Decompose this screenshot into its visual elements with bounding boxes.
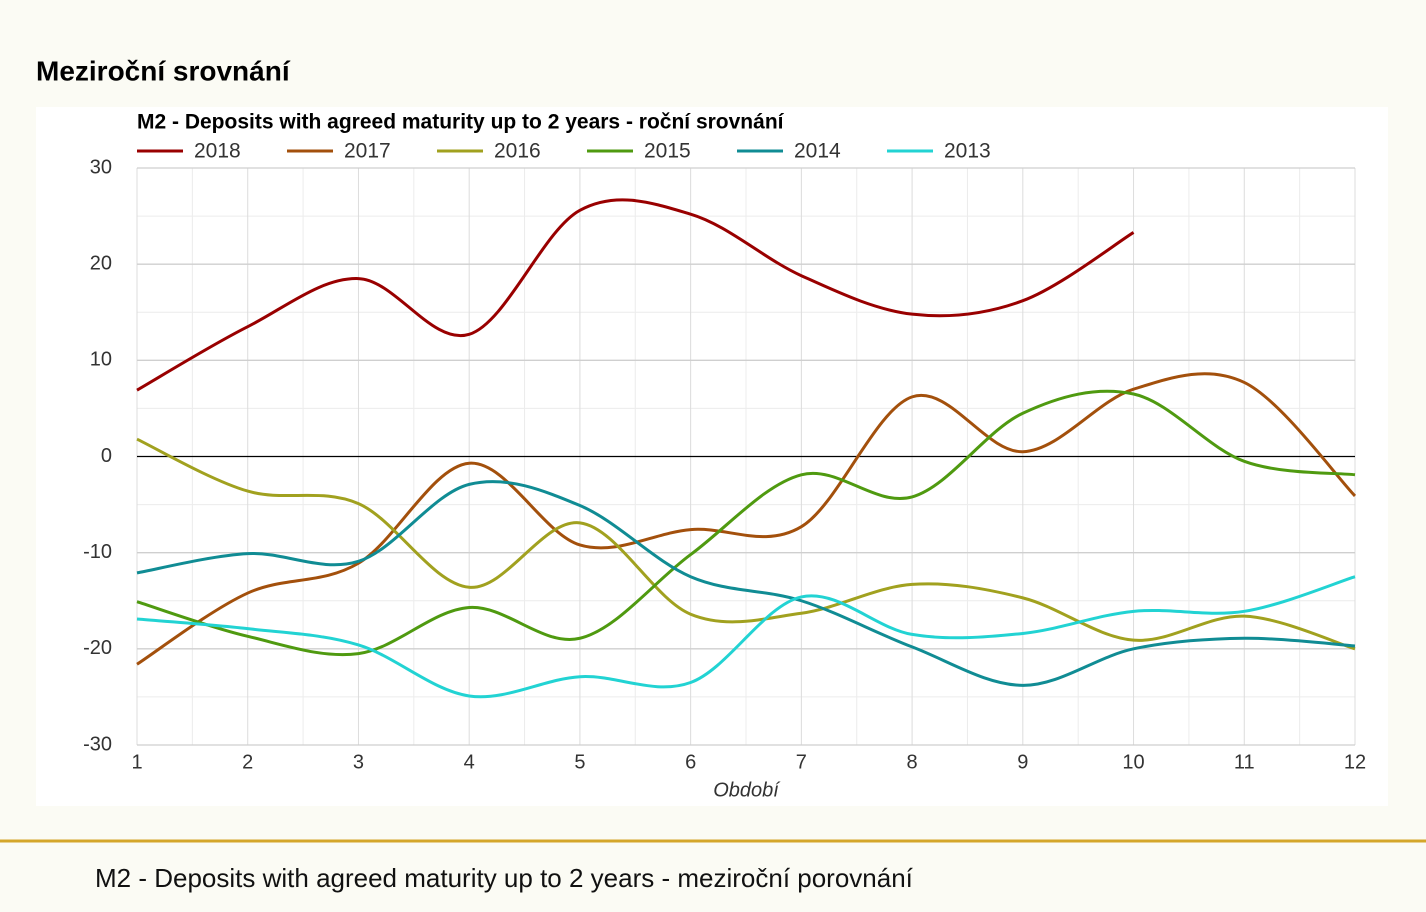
legend-label: 2016 xyxy=(494,140,541,163)
legend-label: 2014 xyxy=(794,140,841,163)
x-tick-label: 9 xyxy=(1017,751,1028,773)
series-line xyxy=(136,575,1356,699)
page-heading: Meziroční srovnání xyxy=(36,55,291,86)
x-tick-label: 2 xyxy=(242,751,253,773)
x-tick-label: 7 xyxy=(796,751,807,773)
chart-title: M2 - Deposits with agreed maturity up to… xyxy=(137,111,785,134)
legend-label: 2013 xyxy=(944,140,991,163)
y-tick-label: -30 xyxy=(83,733,112,755)
x-axis-label: Období xyxy=(713,779,781,801)
legend-label: 2015 xyxy=(644,140,691,163)
y-tick-label: 0 xyxy=(101,445,112,467)
x-tick-label: 1 xyxy=(131,751,142,773)
series-line xyxy=(136,372,1357,666)
x-tick-label: 3 xyxy=(353,751,364,773)
series-line xyxy=(136,480,1356,687)
x-tick-label: 10 xyxy=(1122,751,1144,773)
legend-label: 2018 xyxy=(194,140,241,163)
series-line xyxy=(136,437,1356,651)
x-tick-label: 6 xyxy=(685,751,696,773)
x-tick-label: 11 xyxy=(1234,751,1255,773)
x-tick-label: 12 xyxy=(1344,751,1366,773)
x-tick-label: 5 xyxy=(574,751,585,773)
footer-text: M2 - Deposits with agreed maturity up to… xyxy=(95,863,914,893)
y-tick-label: -20 xyxy=(83,637,112,659)
x-tick-label: 8 xyxy=(907,751,918,773)
legend-label: 2017 xyxy=(344,140,391,163)
y-tick-label: 10 xyxy=(90,349,112,371)
series-line xyxy=(136,389,1356,657)
series-line xyxy=(136,198,1135,392)
y-tick-label: 30 xyxy=(90,156,112,178)
y-tick-label: 20 xyxy=(90,252,112,274)
y-tick-label: -10 xyxy=(83,541,112,563)
x-tick-label: 4 xyxy=(464,751,475,773)
